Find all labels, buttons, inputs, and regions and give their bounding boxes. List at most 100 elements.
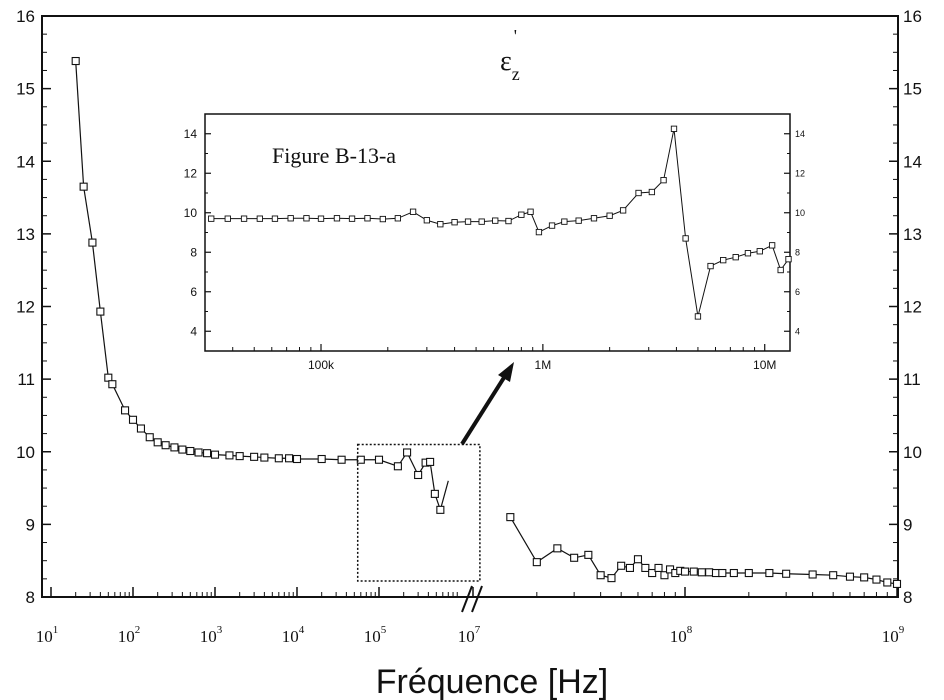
data-point xyxy=(744,568,753,578)
data-point xyxy=(292,454,302,464)
x-tick-label: 107 xyxy=(458,624,481,646)
inset-data-point xyxy=(348,215,356,222)
x-tick-label: 101 xyxy=(36,624,59,646)
data-point xyxy=(860,573,869,582)
x-tick-label: 108 xyxy=(670,624,693,646)
data-point xyxy=(88,238,97,247)
inset-y-axis-left: 4 6 8 10 12 14 xyxy=(184,113,211,338)
inset-data-point xyxy=(720,257,727,264)
inset-x-tick-label: 10M xyxy=(753,358,776,372)
x-tick-label: 105 xyxy=(364,624,387,646)
data-point xyxy=(153,438,162,447)
inset-data-point xyxy=(492,217,499,224)
data-point xyxy=(633,555,643,564)
data-point xyxy=(705,568,714,577)
series-label-main: ε xyxy=(500,46,512,77)
x-tick-base: 10 xyxy=(282,627,299,646)
zoom-arrow xyxy=(460,362,514,446)
inset-data-point xyxy=(317,215,325,222)
inset-data-point xyxy=(648,188,656,196)
inset-y-tick-label: 10 xyxy=(795,208,805,218)
data-point xyxy=(356,455,365,464)
inset-data-point xyxy=(744,250,752,257)
data-point xyxy=(337,455,346,464)
inset-data-point xyxy=(451,219,458,226)
x-axis-label: Fréquence [Hz] xyxy=(376,663,608,700)
axis-break-mark xyxy=(461,585,473,613)
y-tick-label: 16 xyxy=(903,7,922,26)
main-y-axis-right: 8 9 10 11 12 13 14 15 16 xyxy=(889,7,922,607)
data-point xyxy=(104,373,113,382)
data-point xyxy=(607,574,616,583)
inset-data-point xyxy=(379,215,386,223)
inset-data-point xyxy=(756,248,763,255)
data-point xyxy=(426,457,435,466)
inset-data-point xyxy=(208,215,215,222)
inset-data-point xyxy=(505,217,512,225)
data-point xyxy=(654,563,663,573)
main-y-axis-left: 8 9 10 11 12 13 14 15 16 xyxy=(16,7,51,607)
inset-y-tick-label: 12 xyxy=(184,166,198,180)
x-tick-base: 10 xyxy=(458,627,475,646)
inset-series xyxy=(208,125,792,320)
axis-break-marks xyxy=(461,585,483,613)
x-tick-exponent: 2 xyxy=(135,624,141,636)
data-point xyxy=(596,571,605,580)
x-tick-exponent: 7 xyxy=(475,624,481,636)
zoom-arrow-head xyxy=(498,362,514,382)
data-point xyxy=(161,441,170,450)
data-point xyxy=(718,568,727,578)
y-tick-label: 15 xyxy=(903,80,922,99)
data-point xyxy=(96,307,105,316)
x-tick-exponent: 1 xyxy=(53,624,59,636)
y-tick-label: 15 xyxy=(16,80,35,99)
x-tick-base: 10 xyxy=(200,627,217,646)
data-point xyxy=(393,462,402,471)
inset-y-axis-right: 4 6 8 10 12 14 xyxy=(784,113,805,336)
data-point xyxy=(235,452,244,461)
zoom-arrow-shaft xyxy=(460,374,507,446)
data-point xyxy=(892,579,902,588)
data-point xyxy=(729,568,738,578)
inset-data-point xyxy=(694,313,702,320)
inset-data-point xyxy=(707,262,714,270)
inset-data-point xyxy=(409,208,417,215)
main-x-axis: 101 102 103 104 105 107 108 109 xyxy=(36,587,905,646)
inset-y-tick-label: 6 xyxy=(190,285,197,299)
y-tick-label: 14 xyxy=(903,152,922,171)
data-point xyxy=(872,575,881,584)
data-point xyxy=(121,406,130,415)
inset-data-point xyxy=(464,218,472,225)
inset-data-point xyxy=(518,211,525,218)
data-point xyxy=(285,454,294,463)
data-point xyxy=(250,452,259,461)
series-label-subscript: z xyxy=(512,64,520,84)
data-point xyxy=(689,567,698,576)
inset-data-point xyxy=(271,215,279,222)
data-point xyxy=(845,572,855,581)
inset-chart: Figure B-13-a 4 6 8 10 12 14 4 6 8 10 12 14 100k 1M… xyxy=(184,113,805,372)
data-point xyxy=(553,544,562,553)
data-point xyxy=(136,424,145,433)
inset-x-tick-label: 1M xyxy=(535,358,552,372)
y-tick-label: 12 xyxy=(16,298,35,317)
data-point xyxy=(765,568,774,578)
y-tick-label: 8 xyxy=(26,588,35,607)
data-point xyxy=(108,380,117,389)
data-point xyxy=(570,553,579,562)
y-tick-label: 13 xyxy=(903,225,922,244)
x-tick-label: 109 xyxy=(882,624,905,646)
inset-data-point xyxy=(303,215,310,222)
inset-x-tick-label: 100k xyxy=(308,358,335,372)
axis-break-mark xyxy=(471,585,483,613)
inset-data-point xyxy=(660,177,667,184)
inset-data-point xyxy=(682,235,689,242)
inset-y-tick-label: 10 xyxy=(184,206,198,220)
data-point xyxy=(829,571,838,580)
series-label-superscript: ' xyxy=(514,26,517,46)
inset-data-point xyxy=(606,212,613,219)
data-point xyxy=(883,578,892,587)
x-tick-label: 102 xyxy=(118,624,141,646)
inset-y-tick-label: 4 xyxy=(190,324,197,338)
